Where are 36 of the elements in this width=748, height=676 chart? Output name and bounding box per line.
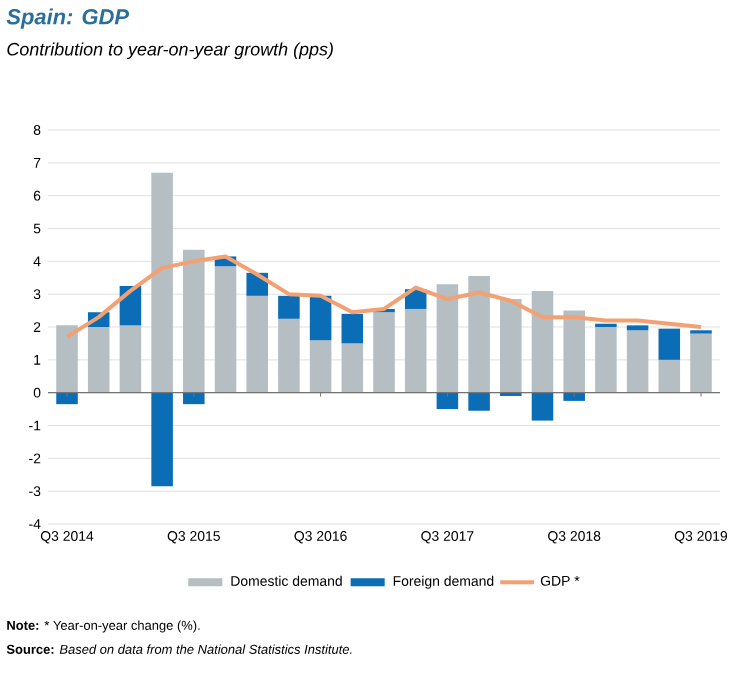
bar bbox=[151, 392, 173, 487]
bar bbox=[246, 295, 268, 393]
bar bbox=[373, 312, 395, 393]
chart-title: Spain: GDP bbox=[6, 8, 130, 29]
bar bbox=[341, 313, 364, 344]
bar bbox=[563, 310, 585, 393]
bar bbox=[214, 266, 237, 393]
bar bbox=[626, 330, 649, 393]
bar bbox=[626, 325, 649, 331]
bar bbox=[87, 327, 110, 393]
bar bbox=[658, 328, 681, 360]
bar bbox=[309, 295, 332, 341]
bar bbox=[436, 392, 459, 410]
bar bbox=[341, 343, 364, 393]
bar bbox=[531, 290, 554, 393]
bar bbox=[468, 276, 490, 393]
bar bbox=[658, 359, 681, 393]
bar bbox=[278, 295, 300, 319]
bar bbox=[56, 325, 78, 393]
bar bbox=[563, 392, 585, 401]
chart-subtitle: Contribution to year-on-year growth (pps) bbox=[7, 42, 333, 60]
bar bbox=[183, 249, 205, 393]
line-series bbox=[65, 254, 703, 339]
bar bbox=[119, 325, 142, 393]
bar bbox=[404, 308, 427, 393]
bar bbox=[531, 392, 554, 421]
bar bbox=[151, 172, 173, 393]
bar bbox=[436, 284, 459, 393]
bar bbox=[278, 318, 300, 393]
bar bbox=[468, 392, 490, 411]
bar bbox=[56, 392, 78, 405]
bar bbox=[183, 392, 205, 405]
bar bbox=[309, 340, 332, 393]
bar bbox=[500, 299, 522, 393]
bar bbox=[690, 333, 712, 393]
bar bbox=[595, 327, 617, 393]
